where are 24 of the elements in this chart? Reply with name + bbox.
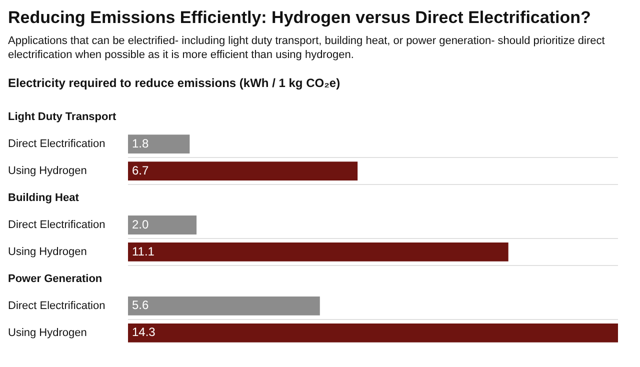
bar [128,134,190,154]
x-axis-title: Electricity required to reduce emissions (kWh / 1 kg CO₂e) [8,76,342,90]
y-tick-label: Direct Electrification [8,219,106,232]
bar [128,296,320,316]
y-tick-label: Direct Electrification [8,300,106,312]
bar [128,323,618,342]
data-label: 1.8 [132,136,150,150]
bar [128,216,197,234]
data-label: 6.7 [132,163,150,178]
bar [128,162,358,180]
data-label: 2.0 [132,217,150,232]
chart-subtitle: Applications that can be electrified- including light duty transport, building heat, or power generation- should prioritize direct electrification when possible as it is more efficient than using hydrogen. [8,34,606,62]
data-label: 14.3 [132,325,156,340]
y-tick-label: Direct Electrification [8,138,106,150]
y-tick-label: Power Generation [8,272,102,285]
bar [128,242,508,262]
data-label: 5.6 [132,298,150,312]
chart-title: Reducing Emissions Efficiently: Hydrogen versus Direct Electrification? [8,8,592,28]
y-tick-label: Using Hydrogen [8,246,87,258]
y-tick-label: Using Hydrogen [8,326,87,339]
y-tick-label: Building Heat [8,192,80,204]
y-tick-label: Light Duty Transport [8,111,116,124]
y-tick-label: Using Hydrogen [8,165,87,178]
data-label: 11.1 [132,244,155,258]
